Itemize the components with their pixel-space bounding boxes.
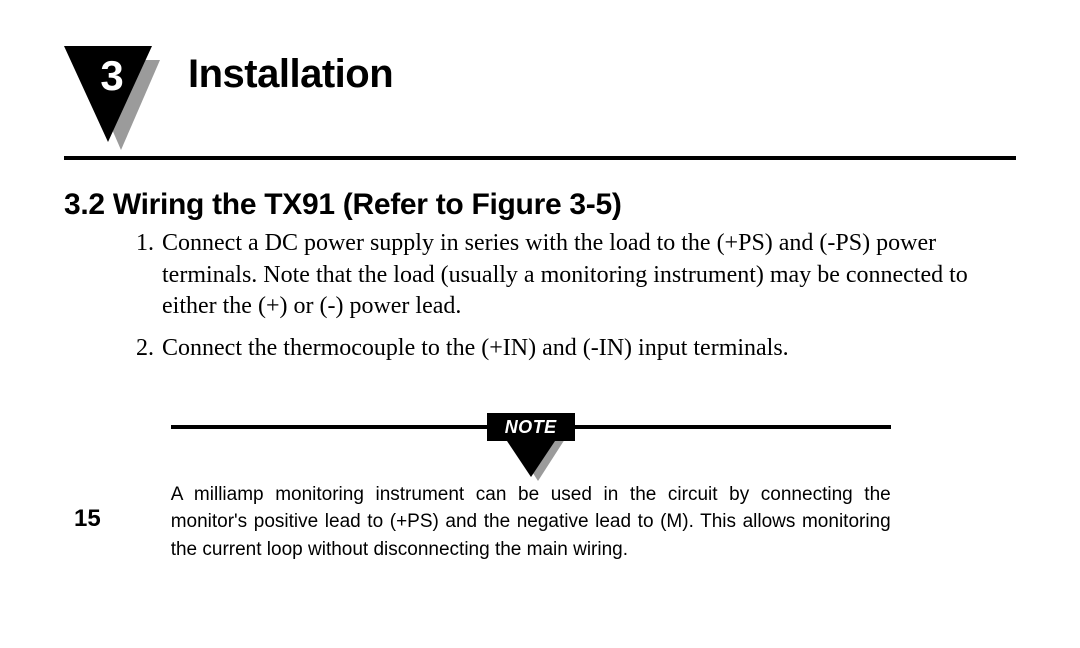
bottom-row: 15 NOTE A milliamp monitoring instrument… [64,413,1016,564]
note-label: NOTE [487,413,575,441]
section-heading: 3.2 Wiring the TX91 (Refer to Figure 3-5… [64,188,1016,222]
note-header: NOTE [171,413,891,483]
list-number: 2. [136,333,162,365]
note-badge: NOTE [461,413,601,483]
note-text: A milliamp monitoring instrument can be … [171,481,891,564]
list-number: 1. [136,228,162,323]
note-triangle-icon [461,435,601,487]
chapter-title: Installation [188,52,393,97]
instruction-list: 1. Connect a DC power supply in series w… [136,228,1016,365]
chapter-number: 3 [64,52,160,100]
chapter-rule [64,156,1016,160]
list-text: Connect the thermocouple to the (+IN) an… [162,333,789,365]
list-item: 1. Connect a DC power supply in series w… [136,228,1016,323]
list-item: 2. Connect the thermocouple to the (+IN)… [136,333,1016,365]
list-text: Connect a DC power supply in series with… [162,228,1016,323]
note-block: NOTE A milliamp monitoring instrument ca… [171,413,891,564]
page-number: 15 [74,505,101,533]
manual-page: 3 Installation 3.2 Wiring the TX91 (Refe… [0,0,1080,648]
chapter-badge: 3 [64,46,160,156]
chapter-header: 3 Installation [64,46,1016,156]
